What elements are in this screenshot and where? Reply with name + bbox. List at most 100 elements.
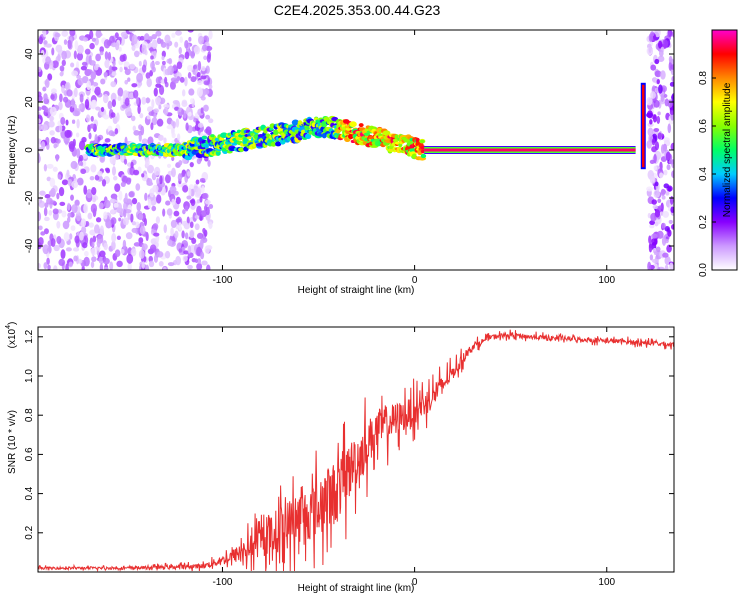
noise-speck <box>193 45 201 55</box>
noise-speck <box>652 204 658 210</box>
noise-speck <box>110 112 116 118</box>
noise-speck <box>38 153 41 163</box>
noise-speck <box>58 101 63 111</box>
noise-speck <box>94 133 98 144</box>
y-tick-label: 1.2 <box>24 329 35 343</box>
noise-speck <box>70 160 78 170</box>
noise-speck <box>110 66 118 71</box>
noise-speck <box>669 81 674 87</box>
noise-speck <box>141 243 148 251</box>
noise-speck <box>89 30 94 40</box>
snr-panel: -100 0 100 0.2 0.4 0.6 0.8 1.0 1.2 Height of str… <box>5 322 675 594</box>
noise-speck <box>647 127 654 137</box>
noise-speck <box>117 95 122 101</box>
noise-speck <box>186 195 192 200</box>
noise-speck <box>145 97 151 104</box>
noise-speck <box>108 130 115 137</box>
noise-speck <box>156 118 164 127</box>
noise-speck <box>153 232 160 237</box>
noise-speck <box>184 76 188 87</box>
noise-speck <box>72 110 80 117</box>
noise-speck <box>663 169 668 176</box>
noise-speck <box>89 175 95 181</box>
noise-speck <box>71 119 76 124</box>
signal-blob <box>420 153 427 159</box>
noise-speck <box>135 96 140 106</box>
noise-speck <box>90 203 98 214</box>
noise-speck <box>171 32 176 39</box>
noise-speck <box>99 51 104 56</box>
noise-speck <box>43 163 48 172</box>
noise-speck <box>112 60 116 67</box>
noise-speck <box>76 52 84 61</box>
noise-speck <box>76 177 84 186</box>
noise-speck <box>652 77 658 83</box>
noise-speck <box>199 177 206 183</box>
noise-speck <box>44 106 49 113</box>
noise-speck <box>53 143 58 149</box>
noise-speck <box>181 220 188 227</box>
noise-speck <box>58 258 66 267</box>
noise-speck <box>664 238 669 244</box>
noise-speck <box>88 222 94 228</box>
noise-speck <box>167 239 173 247</box>
noise-speck <box>670 206 674 213</box>
noise-speck <box>133 50 140 58</box>
noise-speck <box>114 183 121 192</box>
noise-speck <box>661 236 667 246</box>
noise-speck <box>153 87 158 97</box>
noise-speck <box>80 168 87 175</box>
noise-speck <box>657 198 662 203</box>
noise-speck <box>65 263 69 270</box>
noise-speck <box>654 58 660 65</box>
noise-speck <box>59 71 64 77</box>
noise-speck <box>200 75 207 80</box>
noise-speck <box>127 262 132 270</box>
noise-speck <box>63 39 68 45</box>
noise-speck <box>169 185 177 195</box>
x-tick-label: -100 <box>212 275 232 286</box>
noise-speck <box>203 205 208 212</box>
noise-speck <box>126 253 134 264</box>
noise-speck <box>115 154 119 161</box>
noise-speck <box>665 151 671 162</box>
noise-speck <box>653 189 661 198</box>
noise-speck <box>649 254 654 261</box>
noise-speck <box>126 111 133 116</box>
noise-speck <box>174 41 179 48</box>
noise-speck <box>38 225 43 231</box>
noise-speck <box>116 235 121 241</box>
noise-speck <box>182 209 186 215</box>
noise-speck <box>146 77 152 88</box>
noise-speck <box>58 124 63 133</box>
noise-speck <box>55 154 59 162</box>
noise-speck <box>94 224 100 234</box>
noise-speck <box>660 144 665 154</box>
noise-speck <box>103 242 108 251</box>
noise-speck <box>92 99 97 108</box>
carrier-core <box>424 148 636 152</box>
noise-speck <box>660 70 666 80</box>
noise-speck <box>188 36 192 42</box>
noise-speck <box>52 166 58 172</box>
signal-blob <box>349 121 357 128</box>
noise-speck <box>666 164 671 171</box>
noise-speck <box>194 223 200 231</box>
noise-speck <box>163 224 167 234</box>
noise-speck <box>89 42 95 50</box>
noise-speck <box>156 251 164 258</box>
noise-speck <box>204 245 211 254</box>
colorbar-gradient <box>712 30 737 270</box>
noise-speck <box>57 173 62 180</box>
noise-speck <box>83 256 90 267</box>
noise-speck <box>62 220 70 230</box>
noise-speck <box>646 112 653 118</box>
noise-speck <box>49 106 57 116</box>
noise-speck <box>91 241 95 248</box>
noise-speck <box>50 94 55 100</box>
noise-speck <box>141 64 147 73</box>
noise-speck <box>196 232 204 239</box>
snr-frame <box>37 326 675 573</box>
noise-speck <box>178 222 182 231</box>
spectrogram-panel: -100 0 100 -40 -20 0 20 40 Height of straight l… <box>7 29 675 296</box>
